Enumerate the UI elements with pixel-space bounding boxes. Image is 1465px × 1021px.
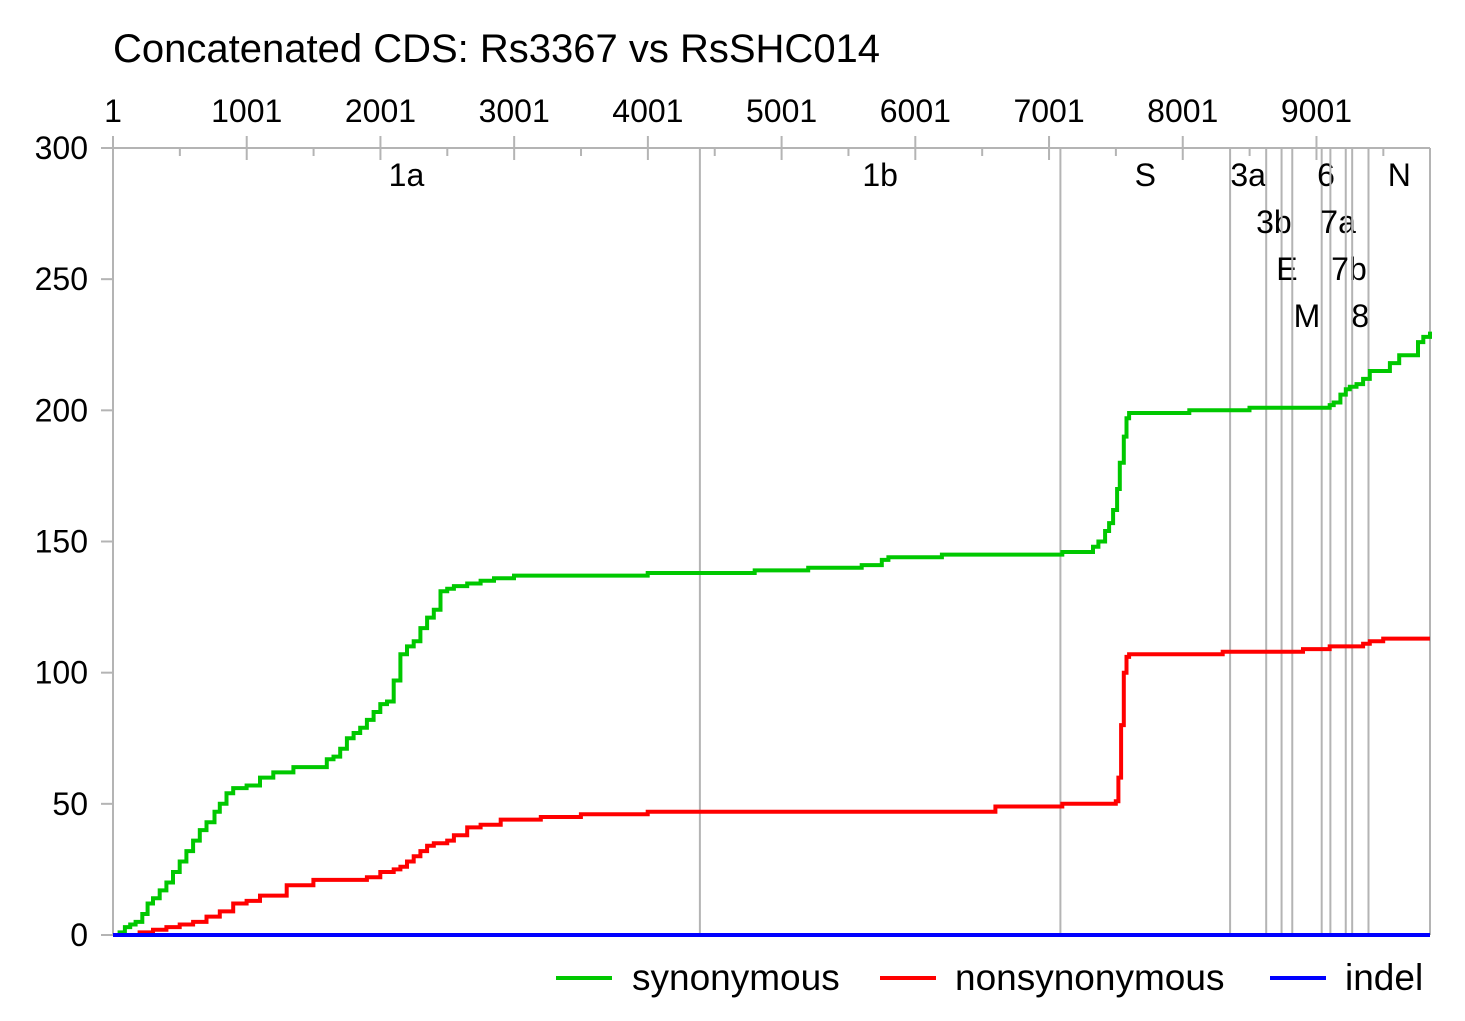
x-tick-label: 5001 [746,93,817,129]
gene-label-3b: 3b [1256,204,1292,240]
legend-label-nonsynonymous: nonsynonymous [955,957,1224,998]
chart-title: Concatenated CDS: Rs3367 vs RsSHC014 [113,27,880,71]
x-tick-label: 3001 [479,93,550,129]
x-tick-label: 1001 [211,93,282,129]
gene-label-S: S [1135,157,1156,193]
legend: synonymous nonsynonymous indel [556,957,1423,998]
gene-boundary-layer: 1a 1b S 3a 3b EM 6 7a 7b 8 N [389,148,1411,935]
legend-label-synonymous: synonymous [632,957,840,998]
gene-label-1b: 1b [862,157,898,193]
series-line-synonymous [113,331,1432,937]
x-tick-label: 9001 [1281,93,1352,129]
series-layer [113,331,1432,937]
x-tick-label: 8001 [1147,93,1218,129]
y-tick-label: 0 [70,917,88,953]
series-line-nonsynonymous [113,636,1430,937]
gene-label-8: 8 [1351,298,1369,334]
legend-label-indel: indel [1345,957,1423,998]
x-tick-label: 2001 [345,93,416,129]
y-tick-label: 200 [35,392,88,428]
y-tick-label: 150 [35,524,88,560]
y-tick-label: 100 [35,655,88,691]
y-tick-label: 50 [52,786,88,822]
x-tick-label: 1 [104,93,122,129]
gene-label-6: 6 [1317,157,1335,193]
gene-label-7b: 7b [1331,251,1367,287]
y-tick-label: 250 [35,261,88,297]
x-tick-label: 4001 [612,93,683,129]
gene-label-1a: 1a [389,157,425,193]
gene-label-M: M [1294,298,1321,334]
gene-label-3a: 3a [1230,157,1266,193]
gene-label-7a: 7a [1320,204,1356,240]
gene-label-N: N [1388,157,1411,193]
x-tick-label: 7001 [1013,93,1084,129]
gene-label-E: E [1276,251,1297,287]
y-tick-label: 300 [35,130,88,166]
x-tick-label: 6001 [880,93,951,129]
